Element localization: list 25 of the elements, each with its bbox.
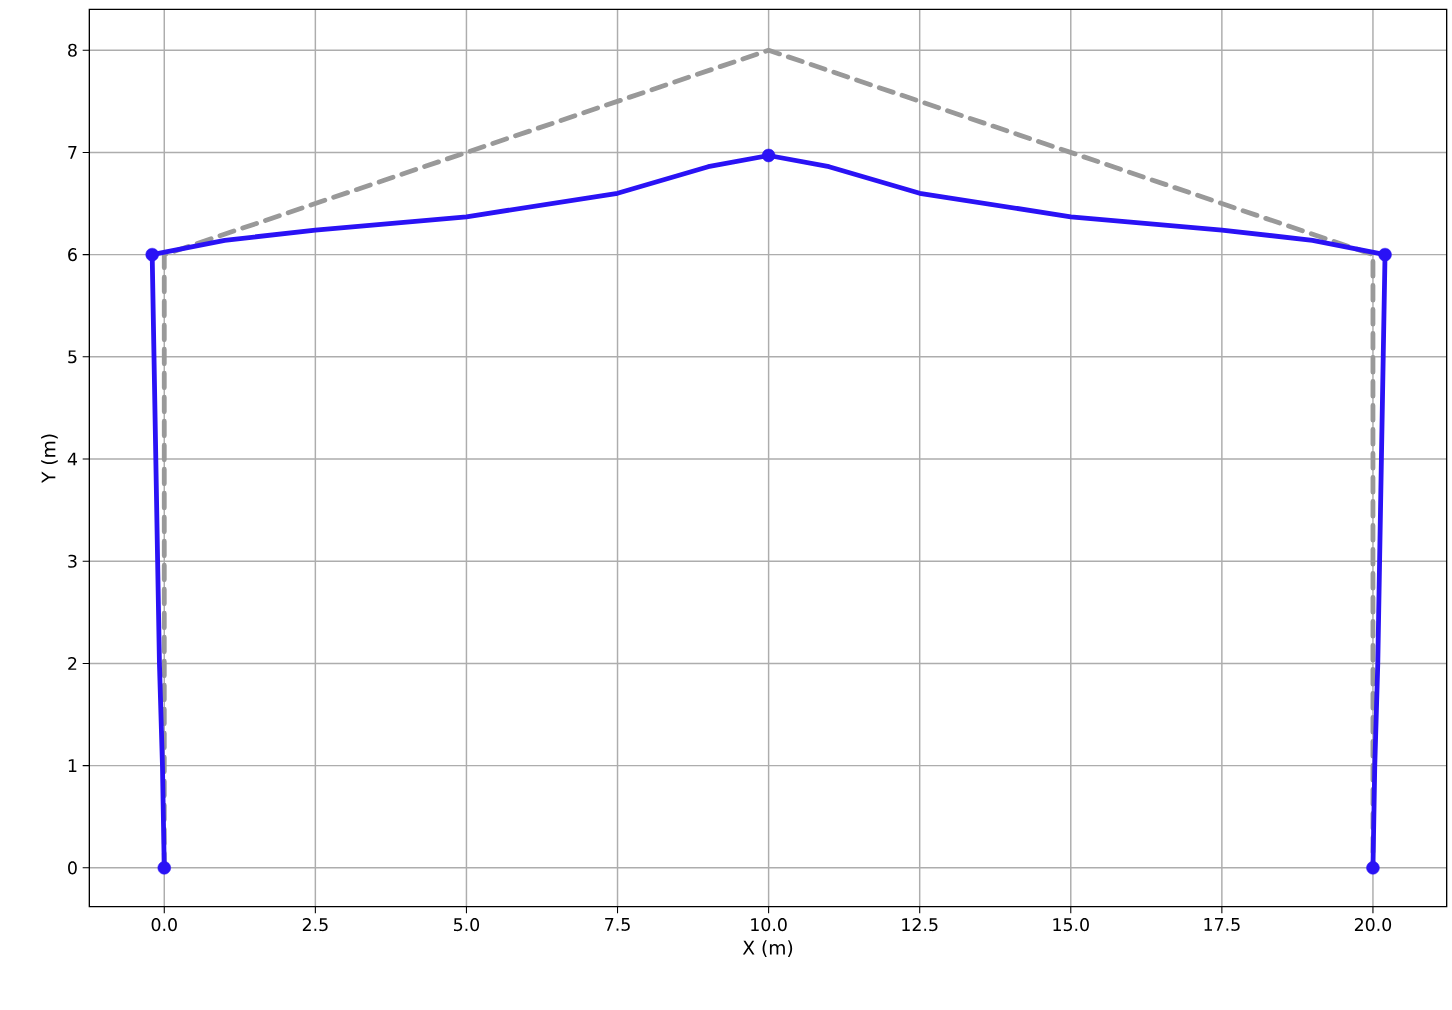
x-tick-label: 5.0: [454, 918, 480, 932]
point: [157, 861, 171, 875]
y-tick-label: 5: [68, 350, 77, 364]
y-tick-label: 8: [68, 43, 77, 57]
x-tick-label: 10.0: [751, 918, 787, 932]
y-tick-label: 3: [68, 554, 77, 568]
x-tick-label: 7.5: [605, 918, 630, 931]
point: [761, 148, 776, 163]
point: [1366, 861, 1380, 875]
y-tick-label: 6: [68, 248, 77, 262]
y-tick-label: 1: [68, 759, 77, 772]
x-tick-label: 15.0: [1053, 918, 1089, 932]
x-tick-label: 0.0: [151, 918, 177, 932]
x-axis-title: X (m): [742, 940, 793, 957]
y-tick-label: 0: [68, 861, 77, 875]
x-tick-label: 20.0: [1354, 918, 1392, 932]
x-tick-label: 12.5: [902, 918, 938, 932]
y-tick-label: 2: [68, 657, 77, 670]
point: [145, 247, 159, 262]
y-tick-label: 7: [68, 146, 77, 159]
y-tick-label: 4: [67, 452, 77, 466]
point: [1378, 247, 1392, 262]
x-tick-label: 2.5: [302, 918, 328, 932]
y-axis-title: Y (m): [41, 434, 58, 484]
x-tick-label: 17.5: [1204, 918, 1240, 931]
